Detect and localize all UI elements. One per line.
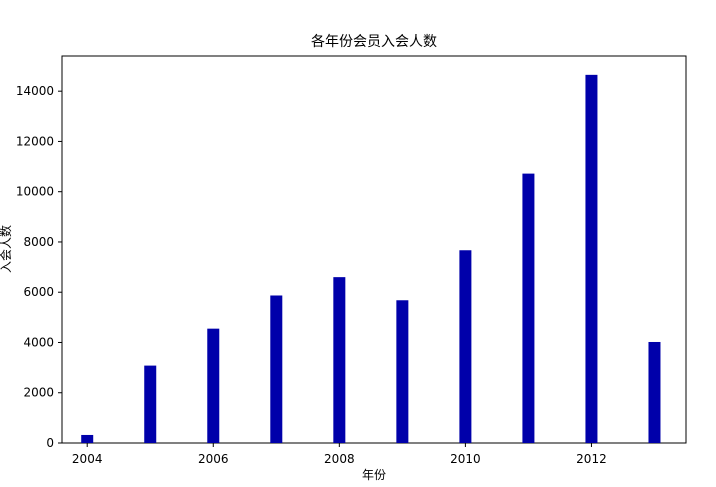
bar-2012 — [585, 74, 598, 443]
x-tick-label: 2012 — [576, 452, 607, 466]
x-tick-label: 2006 — [198, 452, 229, 466]
y-tick-label: 4000 — [23, 335, 54, 349]
y-axis-ticks: 0 2000 4000 6000 8000 10000 12000 14000 — [16, 84, 62, 450]
y-tick-label: 8000 — [23, 235, 54, 249]
x-axis-label: 年份 — [362, 468, 386, 482]
x-tick-label: 2010 — [450, 452, 481, 466]
plot-area-frame — [61, 55, 687, 444]
bar-2008 — [333, 277, 346, 443]
bar-2005 — [144, 365, 157, 443]
bar-2013 — [648, 341, 661, 443]
y-tick-label: 10000 — [16, 185, 54, 199]
bar-2004 — [81, 434, 94, 443]
y-tick-label: 12000 — [16, 134, 54, 148]
x-tick-label: 2008 — [324, 452, 355, 466]
chart-title: 各年份会员入会人数 — [311, 34, 437, 50]
bar-2011 — [522, 173, 535, 444]
y-tick-label: 2000 — [23, 386, 54, 400]
y-tick-label: 6000 — [23, 285, 54, 299]
y-tick-label: 0 — [46, 436, 54, 450]
bar-2007 — [270, 295, 283, 443]
bar-2010 — [459, 250, 472, 443]
y-axis-label: 入会人数 — [0, 225, 13, 273]
x-axis-ticks: 2004 2006 2008 2010 2012 — [72, 443, 607, 466]
bars-layer — [81, 74, 661, 444]
y-tick-label: 14000 — [16, 84, 54, 98]
x-tick-label: 2004 — [72, 452, 103, 466]
bar-2009 — [396, 300, 409, 443]
bar-2006 — [207, 328, 220, 443]
